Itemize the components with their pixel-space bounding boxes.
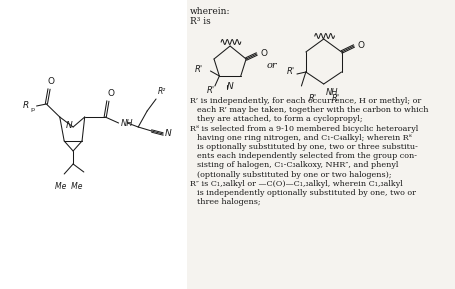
Text: R³ is: R³ is [190, 17, 210, 26]
FancyBboxPatch shape [0, 0, 187, 289]
Text: each R’ may be taken, together with the carbon to which: each R’ may be taken, together with the … [197, 106, 428, 114]
Text: ents each independently selected from the group con-: ents each independently selected from th… [197, 152, 416, 160]
Text: N: N [165, 129, 172, 138]
Text: three halogens;: three halogens; [197, 198, 260, 206]
Text: is optionally substituted by one, two or three substitu-: is optionally substituted by one, two or… [197, 143, 417, 151]
Text: N: N [226, 82, 233, 91]
Text: R': R' [308, 94, 316, 103]
Text: they are attached, to form a cyclopropyl;: they are attached, to form a cyclopropyl… [197, 115, 362, 123]
Text: O: O [357, 42, 364, 51]
Text: O: O [107, 89, 114, 98]
Text: wherein:: wherein: [190, 7, 230, 16]
Text: sisting of halogen, C₁-C₃alkoxy, NHR″, and phenyl: sisting of halogen, C₁-C₃alkoxy, NHR″, a… [197, 161, 398, 169]
Text: R″ is C₁,₃alkyl or —C(O)—C₁,₃alkyl, wherein C₁,₃alkyl: R″ is C₁,₃alkyl or —C(O)—C₁,₃alkyl, wher… [190, 180, 402, 188]
Text: R': R' [286, 68, 294, 77]
Text: R': R' [195, 64, 203, 73]
Text: having one ring nitrogen, and C₁-C₄alkyl; wherein Rᴽ: having one ring nitrogen, and C₁-C₄alkyl… [197, 134, 411, 142]
Text: (optionally substituted by one or two halogens);: (optionally substituted by one or two ha… [197, 171, 391, 179]
Text: O: O [47, 77, 54, 86]
Text: R: R [23, 101, 30, 110]
Text: or: or [266, 62, 277, 71]
Text: NH: NH [120, 118, 132, 127]
Text: Rᴽ is selected from a 9-10 membered bicyclic heteroaryl: Rᴽ is selected from a 9-10 membered bicy… [190, 125, 417, 133]
Text: Me  Me: Me Me [55, 182, 82, 191]
Text: R': R' [331, 94, 339, 103]
Text: O: O [260, 49, 267, 58]
Text: is independently optionally substituted by one, two or: is independently optionally substituted … [197, 189, 415, 197]
Text: R': R' [206, 86, 214, 95]
Text: R’ is independently, for each occurrence, H or methyl; or: R’ is independently, for each occurrence… [190, 97, 420, 105]
Text: NH: NH [325, 88, 337, 97]
Text: N: N [65, 121, 72, 131]
Text: p: p [30, 107, 34, 112]
Text: R²: R² [157, 87, 166, 96]
